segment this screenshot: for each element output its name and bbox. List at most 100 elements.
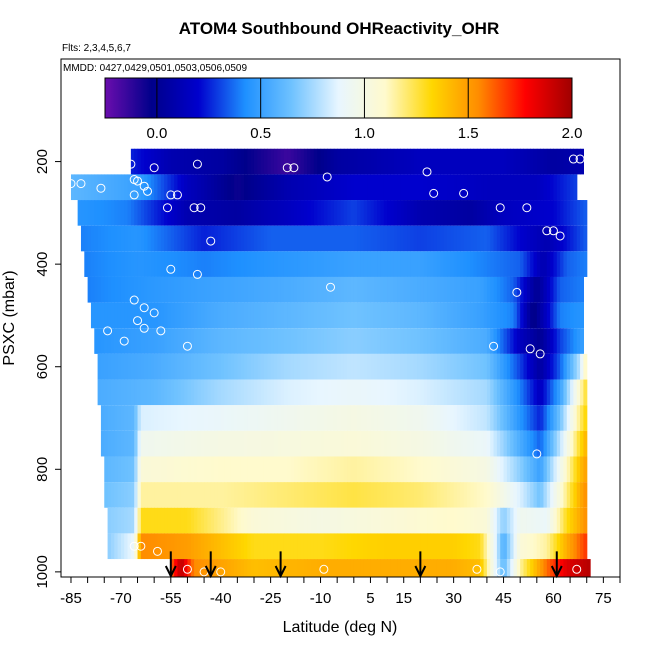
heatmap-cell xyxy=(210,456,215,483)
heatmap-cell xyxy=(390,559,395,577)
heatmap-cell xyxy=(130,328,135,354)
heatmap-cell xyxy=(114,482,119,508)
heatmap-cell xyxy=(526,200,531,226)
heatmap-cell xyxy=(380,533,385,560)
heatmap-cell xyxy=(380,276,385,303)
heatmap-cell xyxy=(516,276,521,303)
heatmap-cell xyxy=(227,276,232,303)
heatmap-cell xyxy=(323,276,328,303)
heatmap-cell xyxy=(174,174,179,201)
heatmap-cell xyxy=(357,405,362,431)
heatmap-cell xyxy=(124,251,129,277)
heatmap-cell xyxy=(536,379,541,406)
heatmap-cell xyxy=(430,405,435,431)
heatmap-cell xyxy=(293,276,298,303)
heatmap-cell xyxy=(253,482,258,508)
heatmap-cell xyxy=(74,174,79,201)
heatmap-cell xyxy=(493,482,498,508)
heatmap-cell xyxy=(343,507,348,534)
heatmap-cell xyxy=(357,456,362,483)
heatmap-cell xyxy=(313,456,318,483)
heatmap-cell xyxy=(387,379,392,406)
x-tick-label: 75 xyxy=(595,590,612,607)
heatmap-cell xyxy=(493,148,498,175)
heatmap-cell xyxy=(267,328,272,354)
heatmap-cell xyxy=(500,174,505,201)
heatmap-cell xyxy=(204,276,209,303)
heatmap-cell xyxy=(403,328,408,354)
heatmap-cell xyxy=(397,200,401,226)
heatmap-cell xyxy=(253,174,258,201)
heatmap-cell xyxy=(290,148,295,175)
heatmap-cell xyxy=(463,456,468,483)
heatmap-cell xyxy=(576,200,581,226)
heatmap-cell xyxy=(210,430,215,457)
heatmap-cell xyxy=(436,533,441,560)
heatmap-cell xyxy=(97,302,102,329)
heatmap-cell xyxy=(333,174,338,201)
heatmap-cell xyxy=(460,456,465,483)
heatmap-cell xyxy=(463,379,468,406)
heatmap-cell xyxy=(283,148,288,175)
heatmap-cell xyxy=(240,174,245,201)
heatmap-cell xyxy=(184,430,189,457)
heatmap-cell xyxy=(234,148,238,175)
heatmap-cell xyxy=(373,430,378,457)
heatmap-cell xyxy=(463,353,468,380)
heatmap-cell xyxy=(283,533,288,560)
heatmap-cell xyxy=(530,276,535,303)
heatmap-cell xyxy=(367,353,372,380)
heatmap-cell xyxy=(140,507,145,534)
heatmap-cell xyxy=(147,251,152,277)
x-tick-label: 15 xyxy=(395,590,412,607)
heatmap-cell xyxy=(137,302,142,329)
heatmap-cell xyxy=(167,507,172,534)
heatmap-cell xyxy=(120,482,125,508)
heatmap-cell xyxy=(164,456,169,483)
heatmap-cell xyxy=(506,353,511,380)
heatmap-cell xyxy=(107,353,112,380)
heatmap-cell xyxy=(466,251,471,277)
heatmap-cell xyxy=(124,302,129,329)
heatmap-cell xyxy=(214,482,218,508)
heatmap-cell xyxy=(100,430,105,457)
heatmap-cell xyxy=(360,456,365,483)
heatmap-cell xyxy=(130,482,135,508)
heatmap-cell xyxy=(297,148,302,175)
heatmap-cell xyxy=(463,200,468,226)
heatmap-cell xyxy=(576,225,581,252)
heatmap-cell xyxy=(540,251,545,277)
heatmap-cell xyxy=(427,328,431,354)
heatmap-cell xyxy=(333,276,338,303)
heatmap-cell xyxy=(327,251,332,277)
heatmap-cell xyxy=(127,225,132,252)
heatmap-cell xyxy=(330,251,335,277)
heatmap-cell xyxy=(180,225,185,252)
heatmap-cell xyxy=(197,507,202,534)
x-tick-label: -25 xyxy=(260,590,282,607)
heatmap-cell xyxy=(130,251,135,277)
heatmap-cell xyxy=(287,405,292,431)
heatmap-cell xyxy=(466,200,471,226)
heatmap-cell xyxy=(220,430,225,457)
heatmap-cell xyxy=(433,559,438,577)
heatmap-cell xyxy=(566,430,571,457)
heatmap-cell xyxy=(523,302,528,329)
heatmap-cell xyxy=(157,405,162,431)
heatmap-cell xyxy=(177,533,182,560)
heatmap-cell xyxy=(530,353,535,380)
heatmap-cell xyxy=(506,456,511,483)
heatmap-cell xyxy=(473,353,478,380)
heatmap-cell xyxy=(104,328,109,354)
heatmap-cell xyxy=(466,405,471,431)
heatmap-cell xyxy=(566,533,571,560)
heatmap-cell xyxy=(164,482,169,508)
heatmap-cell xyxy=(277,507,282,534)
heatmap-cell xyxy=(456,200,461,226)
heatmap-cell xyxy=(293,379,298,406)
heatmap-cell xyxy=(513,353,518,380)
heatmap-cell xyxy=(533,225,538,252)
heatmap-cell xyxy=(506,430,511,457)
heatmap-cell xyxy=(420,328,425,354)
heatmap-cell xyxy=(313,405,318,431)
